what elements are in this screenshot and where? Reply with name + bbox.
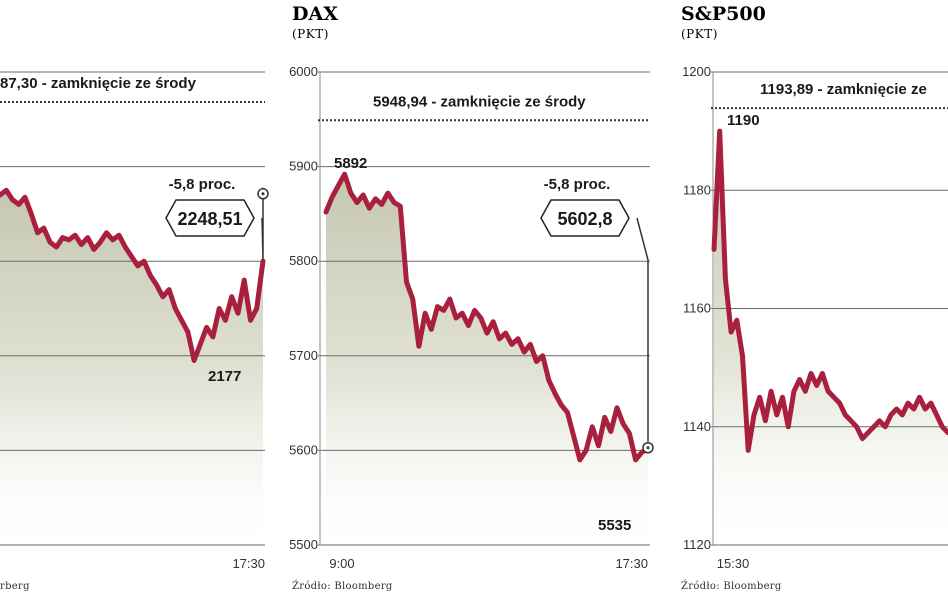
y-tick-label: 1120 <box>683 537 711 552</box>
x-tick-label: 17:30 <box>615 556 648 571</box>
y-tick-label: 1180 <box>683 182 711 197</box>
source-label: Źródło: Bloomberg <box>292 580 393 592</box>
reference-label: 87,30 - zamknięcie ze środy <box>0 75 197 92</box>
reference-label: 5948,94 - zamknięcie ze środy <box>373 93 586 110</box>
last-value-label: 5602,8 <box>557 209 612 229</box>
callout-leader <box>636 217 649 442</box>
chart-title: S&P500 <box>681 3 766 25</box>
source-label: Źródło: Bloomberg <box>681 580 782 592</box>
last-point-dot <box>646 446 650 450</box>
series-area-fill <box>714 131 948 545</box>
last-value-label: 2248,51 <box>177 209 242 229</box>
y-tick-label: 1160 <box>683 301 711 316</box>
y-tick-label: 5900 <box>289 159 318 174</box>
last-value-box <box>540 199 630 237</box>
change-label: -5,8 proc. <box>169 176 236 193</box>
y-tick-label: 5800 <box>289 253 318 268</box>
change-label: -5,8 proc. <box>544 176 611 193</box>
source-label: rberg <box>0 581 30 592</box>
low-label: 2177 <box>208 368 241 385</box>
low-label: 5535 <box>598 517 631 534</box>
series-area-fill <box>326 174 648 545</box>
series-line <box>323 171 651 463</box>
chart-panel-sp500: S&P500 (PKT) 1120 1140 1160 1180 1200 1193,89 -… <box>681 3 948 592</box>
y-tick-label: 1200 <box>682 64 711 79</box>
x-tick-label: 15:30 <box>717 556 750 571</box>
high-label: 5892 <box>334 155 367 172</box>
x-tick-label: 17:30 <box>232 556 265 571</box>
last-point-dot <box>261 192 265 196</box>
chart-panel-wig20: 87,30 - zamknięcie ze środy 2177 2248,51 -5… <box>0 71 269 592</box>
y-tick-label: 5700 <box>289 348 318 363</box>
y-tick-label: 5600 <box>289 442 318 457</box>
chart-title: DAX <box>292 3 338 25</box>
chart-unit: (PKT) <box>292 27 329 41</box>
last-value-box <box>165 199 255 237</box>
chart-panel-dax: DAX (PKT) 5500 5600 5700 5800 5900 6000 5948,94 … <box>289 3 654 592</box>
y-tick-label: 6000 <box>289 64 318 79</box>
series-line <box>711 128 948 453</box>
x-tick-label: 9:00 <box>329 556 354 571</box>
reference-label: 1193,89 - zamknięcie ze <box>760 81 927 98</box>
y-tick-label: 1140 <box>683 419 711 434</box>
y-tick-label: 5500 <box>289 537 318 552</box>
series-line <box>0 187 266 363</box>
chart-unit: (PKT) <box>681 27 718 41</box>
callout-leader <box>261 187 264 261</box>
series-area-fill <box>0 190 263 546</box>
high-label: 1190 <box>727 112 760 129</box>
